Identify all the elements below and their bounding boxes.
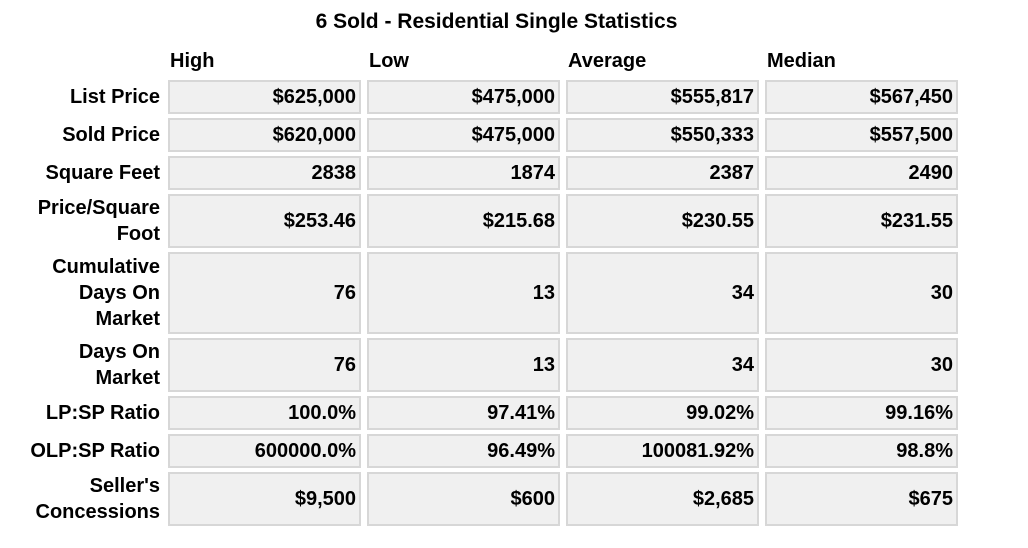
column-header-median: Median [767, 49, 836, 72]
cell-median: 30 [765, 252, 958, 334]
cell-average: $550,333 [566, 118, 759, 152]
cell-median: 98.8% [765, 434, 958, 468]
cell-low: $600 [367, 472, 560, 526]
table-header-row: High Low Average Median [20, 46, 958, 76]
row-label: Price/Square Foot [37, 197, 160, 245]
column-header-average: Average [568, 49, 647, 72]
table-row-sold-price: Sold Price $620,000 $475,000 $550,333 $5… [20, 118, 958, 152]
cell-median: $675 [765, 472, 958, 526]
cell-low: 1874 [367, 156, 560, 190]
table-row-days-on-market: Days On Market 76 13 34 30 [20, 338, 958, 392]
row-label: List Price [69, 86, 160, 108]
cell-high: 100.0% [168, 396, 361, 430]
cell-median: $557,500 [765, 118, 958, 152]
row-label: Days On Market [78, 341, 160, 389]
cell-high: $620,000 [168, 118, 361, 152]
cell-average: 34 [566, 252, 759, 334]
cell-median: 2490 [765, 156, 958, 190]
table-row-olp-sp-ratio: OLP:SP Ratio 600000.0% 96.49% 100081.92%… [20, 434, 958, 468]
cell-high: 600000.0% [168, 434, 361, 468]
cell-high: $625,000 [168, 80, 361, 114]
cell-average: 34 [566, 338, 759, 392]
cell-low: $475,000 [367, 80, 560, 114]
row-label: OLP:SP Ratio [30, 440, 160, 462]
cell-average: 2387 [566, 156, 759, 190]
row-label: LP:SP Ratio [45, 402, 160, 424]
column-header-low: Low [369, 49, 409, 72]
cell-high: 2838 [168, 156, 361, 190]
statistics-table: High Low Average Median List Price $625,… [14, 42, 964, 530]
row-label: Seller's Concessions [35, 475, 160, 523]
cell-low: 96.49% [367, 434, 560, 468]
table-row-cumulative-days-on-market: Cumulative Days On Market 76 13 34 30 [20, 252, 958, 334]
cell-high: 76 [168, 338, 361, 392]
cell-median: 30 [765, 338, 958, 392]
cell-median: $231.55 [765, 194, 958, 248]
cell-average: 99.02% [566, 396, 759, 430]
row-label: Sold Price [62, 124, 160, 146]
cell-low: 97.41% [367, 396, 560, 430]
cell-average: $2,685 [566, 472, 759, 526]
cell-high: $9,500 [168, 472, 361, 526]
page-title: 6 Sold - Residential Single Statistics [315, 10, 678, 33]
cell-low: 13 [367, 252, 560, 334]
cell-average: 100081.92% [566, 434, 759, 468]
table-row-price-per-square-foot: Price/Square Foot $253.46 $215.68 $230.5… [20, 194, 958, 248]
corner-cell [20, 46, 162, 76]
cell-median: $567,450 [765, 80, 958, 114]
row-label: Square Feet [45, 162, 160, 184]
cell-median: 99.16% [765, 396, 958, 430]
table-row-list-price: List Price $625,000 $475,000 $555,817 $5… [20, 80, 958, 114]
cell-low: $215.68 [367, 194, 560, 248]
cell-low: 13 [367, 338, 560, 392]
table-row-lp-sp-ratio: LP:SP Ratio 100.0% 97.41% 99.02% 99.16% [20, 396, 958, 430]
row-label: Cumulative Days On Market [52, 256, 160, 330]
table-row-sellers-concessions: Seller's Concessions $9,500 $600 $2,685 … [20, 472, 958, 526]
cell-low: $475,000 [367, 118, 560, 152]
column-header-high: High [170, 49, 215, 72]
cell-average: $555,817 [566, 80, 759, 114]
cell-high: $253.46 [168, 194, 361, 248]
table-row-square-feet: Square Feet 2838 1874 2387 2490 [20, 156, 958, 190]
cell-average: $230.55 [566, 194, 759, 248]
cell-high: 76 [168, 252, 361, 334]
